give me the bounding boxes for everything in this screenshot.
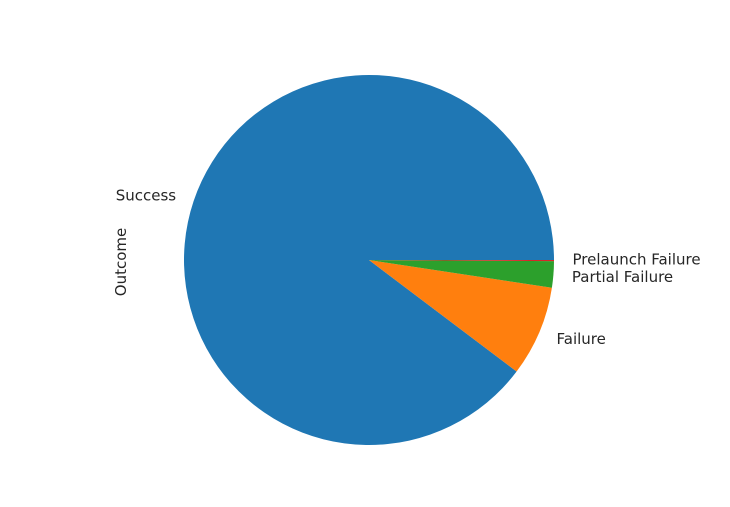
pie-label-partial-failure: Partial Failure [572,268,673,286]
pie-label-prelaunch-failure: Prelaunch Failure [573,251,701,269]
pie-slice-success [183,75,554,446]
pie-slice-partial-failure [369,260,554,288]
pie-slices [183,75,554,446]
pie-label-failure: Failure [557,330,606,348]
y-axis-label: Outcome [112,228,130,296]
pie-slice-prelaunch-failure [369,260,554,262]
pie-label-success: Success [116,186,177,204]
pie-slice-failure [369,260,552,372]
